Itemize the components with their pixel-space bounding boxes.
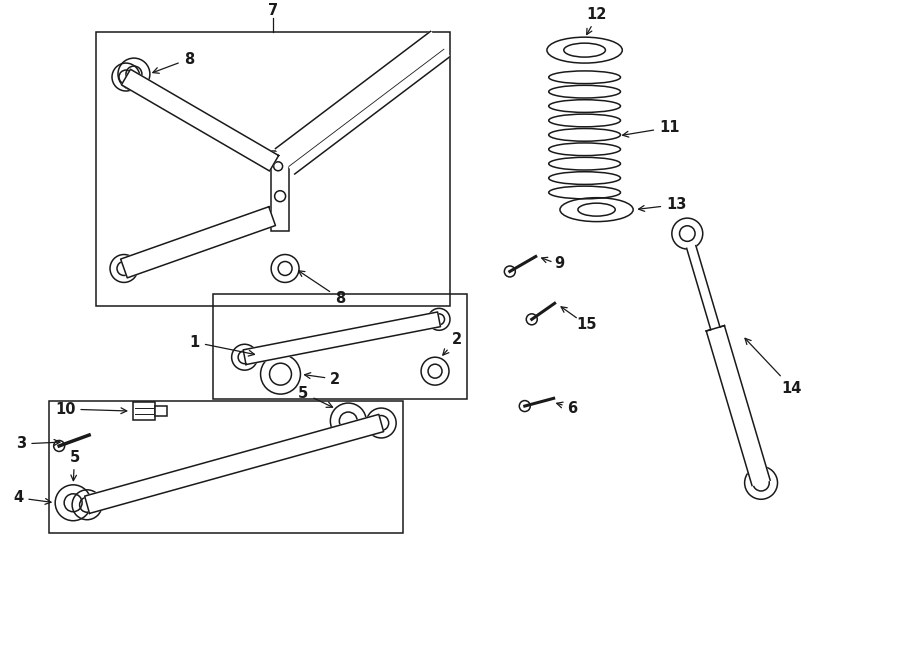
- Text: 9: 9: [554, 256, 564, 271]
- Bar: [50, 401, 403, 533]
- Bar: [155, 406, 166, 416]
- Text: 12: 12: [587, 7, 607, 22]
- Text: 15: 15: [576, 317, 597, 332]
- Text: 5: 5: [70, 450, 80, 465]
- Bar: [271, 151, 289, 231]
- Text: 4: 4: [14, 490, 51, 505]
- Polygon shape: [687, 246, 720, 330]
- Bar: [133, 402, 155, 420]
- Text: 10: 10: [55, 401, 127, 416]
- Text: 7: 7: [268, 3, 278, 18]
- Text: 5: 5: [298, 385, 333, 407]
- Text: 2: 2: [443, 332, 462, 355]
- Text: 8: 8: [153, 52, 194, 73]
- Polygon shape: [85, 414, 383, 514]
- Text: 3: 3: [16, 436, 60, 451]
- Text: 6: 6: [557, 401, 578, 416]
- Polygon shape: [275, 32, 450, 174]
- Polygon shape: [706, 326, 770, 486]
- Text: 1: 1: [190, 334, 255, 356]
- Text: 11: 11: [623, 120, 680, 137]
- Text: 14: 14: [745, 338, 802, 396]
- Text: 2: 2: [304, 371, 340, 387]
- Bar: [212, 294, 467, 399]
- Text: 8: 8: [299, 271, 345, 306]
- Bar: [96, 32, 450, 306]
- Polygon shape: [243, 312, 440, 365]
- Text: 13: 13: [639, 197, 687, 212]
- Polygon shape: [121, 207, 275, 278]
- Polygon shape: [122, 69, 279, 171]
